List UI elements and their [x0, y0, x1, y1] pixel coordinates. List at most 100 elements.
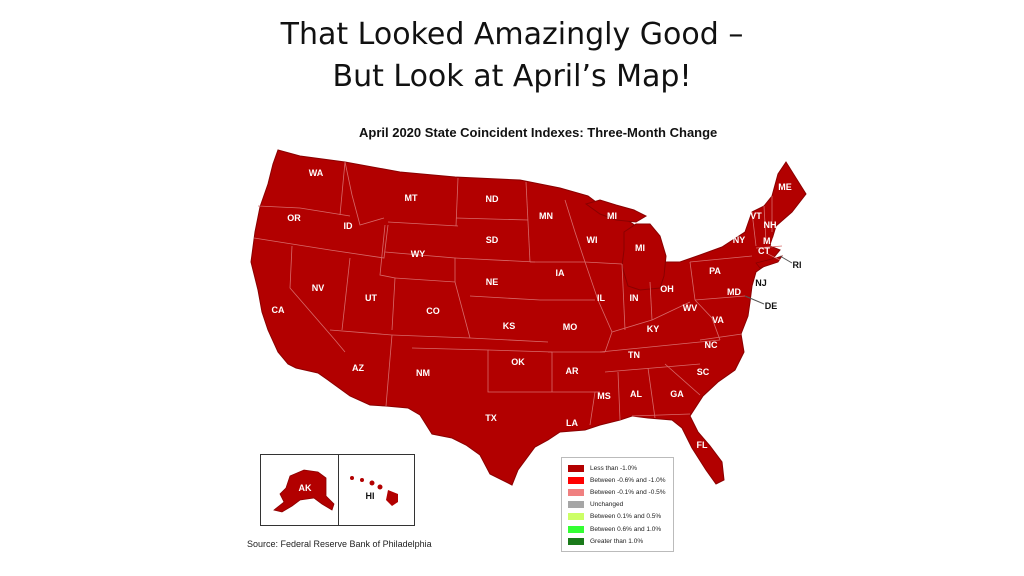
label-co: CO	[426, 306, 440, 316]
legend-item: Less than -1.0%	[568, 462, 673, 474]
border-wy-co	[384, 251, 456, 283]
slide-title-line-1: That Looked Amazingly Good –	[280, 17, 744, 52]
state-borders	[253, 161, 783, 426]
border-sd-ne	[454, 257, 536, 263]
label-nm: NM	[416, 368, 430, 378]
legend-swatch	[568, 513, 584, 521]
label-ca: CA	[272, 305, 285, 315]
label-ms: MS	[597, 391, 611, 401]
label-ct: CT	[758, 246, 770, 256]
label-tn: TN	[628, 350, 640, 360]
label-mn: MN	[539, 211, 553, 221]
state-labels: WA OR CA ID NV MT WY UT AZ CO NM ND SD N…	[272, 168, 802, 450]
legend-label: Greater than 1.0%	[590, 537, 644, 545]
label-hi: HI	[366, 491, 375, 501]
label-ak: AK	[299, 483, 312, 493]
label-pa: PA	[709, 266, 721, 276]
label-nv: NV	[312, 283, 325, 293]
border-ct-ri	[767, 253, 781, 261]
michigan-upper-shape	[584, 199, 648, 223]
legend-swatch	[568, 525, 584, 533]
label-de: DE	[765, 301, 778, 311]
label-nj: NJ	[755, 278, 767, 288]
border-ms-al	[617, 371, 621, 421]
label-ny: NY	[733, 235, 746, 245]
label-wi: WI	[587, 235, 598, 245]
legend-item: Between -0.6% and -1.0%	[568, 474, 673, 486]
border-pa-md	[694, 295, 746, 301]
border-wi-il	[584, 261, 623, 265]
label-wv: WV	[683, 303, 698, 313]
legend-label: Between -0.6% and -1.0%	[590, 476, 666, 484]
border-wa-or	[257, 205, 351, 217]
slide-title: That Looked Amazingly Good – But Look at…	[0, 14, 1024, 98]
border-co-ks	[454, 281, 471, 339]
border-fl	[631, 413, 691, 417]
leader-de	[744, 295, 765, 305]
border-pa-ny	[689, 255, 753, 263]
inset-divider	[338, 454, 339, 526]
legend-label: Between -0.1% and -0.5%	[590, 488, 666, 496]
label-sd: SD	[486, 235, 499, 245]
label-fl: FL	[697, 440, 708, 450]
hawaii-inset: HI	[350, 476, 398, 506]
label-ky: KY	[647, 324, 660, 334]
border-or-ca	[253, 237, 331, 251]
legend-label: Unchanged	[590, 501, 624, 509]
label-ar: AR	[566, 366, 579, 376]
legend-swatch	[568, 488, 584, 496]
legend: Less than -1.0% Between -0.6% and -1.0% Be…	[561, 457, 674, 552]
label-id: ID	[344, 221, 354, 231]
legend-swatch	[568, 464, 584, 472]
legend-item: Between 0.6% and 1.0%	[568, 523, 673, 535]
hawaii-island-1	[350, 476, 354, 480]
border-nm-tx	[411, 347, 552, 393]
michigan-lower-shape	[621, 223, 667, 291]
border-vt-nh	[763, 205, 767, 243]
legend-label: Between 0.6% and 1.0%	[590, 525, 662, 533]
border-id-mt	[344, 161, 385, 226]
border-ks-ok	[469, 337, 549, 343]
label-ok: OK	[511, 357, 525, 367]
slide-title-line-2: But Look at April’s Map!	[332, 59, 692, 94]
legend-swatch	[568, 537, 584, 545]
contiguous-us-fill	[250, 149, 807, 486]
border-al-ga	[647, 367, 656, 419]
legend-label: Less than -1.0%	[590, 464, 637, 472]
alaska-inset: AK	[273, 469, 335, 513]
border-mt-wy	[387, 221, 459, 227]
label-ne: NE	[486, 277, 499, 287]
inset-frame	[260, 454, 415, 526]
label-ri: RI	[793, 260, 802, 270]
label-ia: IA	[556, 268, 566, 278]
label-ks: KS	[503, 321, 516, 331]
map-title: April 2020 State Coincident Indexes: Thr…	[359, 125, 718, 140]
border-ms-la	[589, 391, 596, 426]
label-sc: SC	[697, 367, 710, 377]
label-va: VA	[712, 315, 724, 325]
border-nv-ut	[341, 257, 351, 331]
border-nd-sd	[455, 217, 529, 221]
label-in: IN	[630, 293, 639, 303]
label-ut: UT	[365, 293, 377, 303]
label-or: OR	[287, 213, 301, 223]
border-co-nm	[391, 334, 471, 339]
label-nd: ND	[486, 194, 499, 204]
label-la: LA	[566, 418, 578, 428]
label-mo: MO	[563, 322, 578, 332]
hawaii-big-island	[386, 490, 398, 506]
label-me: ME	[778, 182, 792, 192]
label-md: MD	[727, 287, 741, 297]
border-ca-nv	[289, 245, 346, 353]
label-ma: MA	[763, 236, 777, 246]
label-wa: WA	[309, 168, 324, 178]
label-ga: GA	[670, 389, 684, 399]
border-tn-south	[604, 363, 701, 373]
label-wy: WY	[411, 249, 426, 259]
border-in-oh	[649, 281, 653, 321]
hawaii-island-2	[360, 478, 364, 482]
border-oh-pa	[689, 261, 696, 301]
label-al: AL	[630, 389, 642, 399]
label-tx: TX	[485, 413, 497, 423]
